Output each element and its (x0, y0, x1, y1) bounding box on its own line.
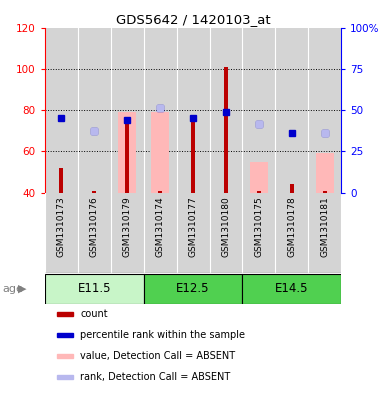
Bar (177, 28, 209, 193)
Text: percentile rank within the sample: percentile rank within the sample (80, 330, 245, 340)
Bar (92, 191, 96, 193)
Bar (290, 184, 294, 193)
Bar (45, 28, 78, 193)
Bar (316, 153, 334, 193)
Bar (257, 191, 261, 193)
Bar (177, 193, 209, 273)
Bar (250, 162, 268, 193)
Bar (125, 120, 129, 193)
Bar (78, 28, 111, 193)
Bar (209, 193, 243, 273)
Bar (57, 333, 73, 337)
Text: GSM1310173: GSM1310173 (57, 196, 66, 257)
Text: GSM1310177: GSM1310177 (188, 196, 198, 257)
Bar (243, 274, 341, 304)
Text: ▶: ▶ (18, 284, 26, 294)
Text: GSM1310175: GSM1310175 (254, 196, 263, 257)
Bar (224, 67, 228, 193)
Bar (209, 28, 243, 193)
Title: GDS5642 / 1420103_at: GDS5642 / 1420103_at (116, 13, 270, 26)
Bar (191, 118, 195, 193)
Bar (45, 274, 144, 304)
Text: E14.5: E14.5 (275, 282, 308, 296)
Bar (118, 112, 136, 193)
Text: E11.5: E11.5 (78, 282, 111, 296)
Bar (151, 112, 169, 193)
Bar (158, 191, 162, 193)
Bar (57, 375, 73, 379)
Text: GSM1310174: GSM1310174 (156, 196, 165, 257)
Bar (57, 312, 73, 316)
Bar (57, 354, 73, 358)
Bar (111, 193, 144, 273)
Bar (308, 193, 341, 273)
Bar (308, 28, 341, 193)
Bar (59, 168, 64, 193)
Bar (275, 28, 308, 193)
Bar (144, 193, 177, 273)
Bar (144, 28, 177, 193)
Text: GSM1310180: GSM1310180 (222, 196, 230, 257)
Text: E12.5: E12.5 (176, 282, 210, 296)
Bar (144, 274, 243, 304)
Text: GSM1310176: GSM1310176 (90, 196, 99, 257)
Text: rank, Detection Call = ABSENT: rank, Detection Call = ABSENT (80, 372, 230, 382)
Bar (45, 193, 78, 273)
Bar (243, 193, 275, 273)
Bar (323, 191, 327, 193)
Text: GSM1310178: GSM1310178 (287, 196, 296, 257)
Bar (243, 28, 275, 193)
Text: GSM1310179: GSM1310179 (123, 196, 132, 257)
Text: GSM1310181: GSM1310181 (320, 196, 329, 257)
Text: count: count (80, 309, 108, 319)
Bar (78, 193, 111, 273)
Bar (275, 193, 308, 273)
Bar (111, 28, 144, 193)
Text: age: age (2, 284, 23, 294)
Text: value, Detection Call = ABSENT: value, Detection Call = ABSENT (80, 351, 236, 361)
